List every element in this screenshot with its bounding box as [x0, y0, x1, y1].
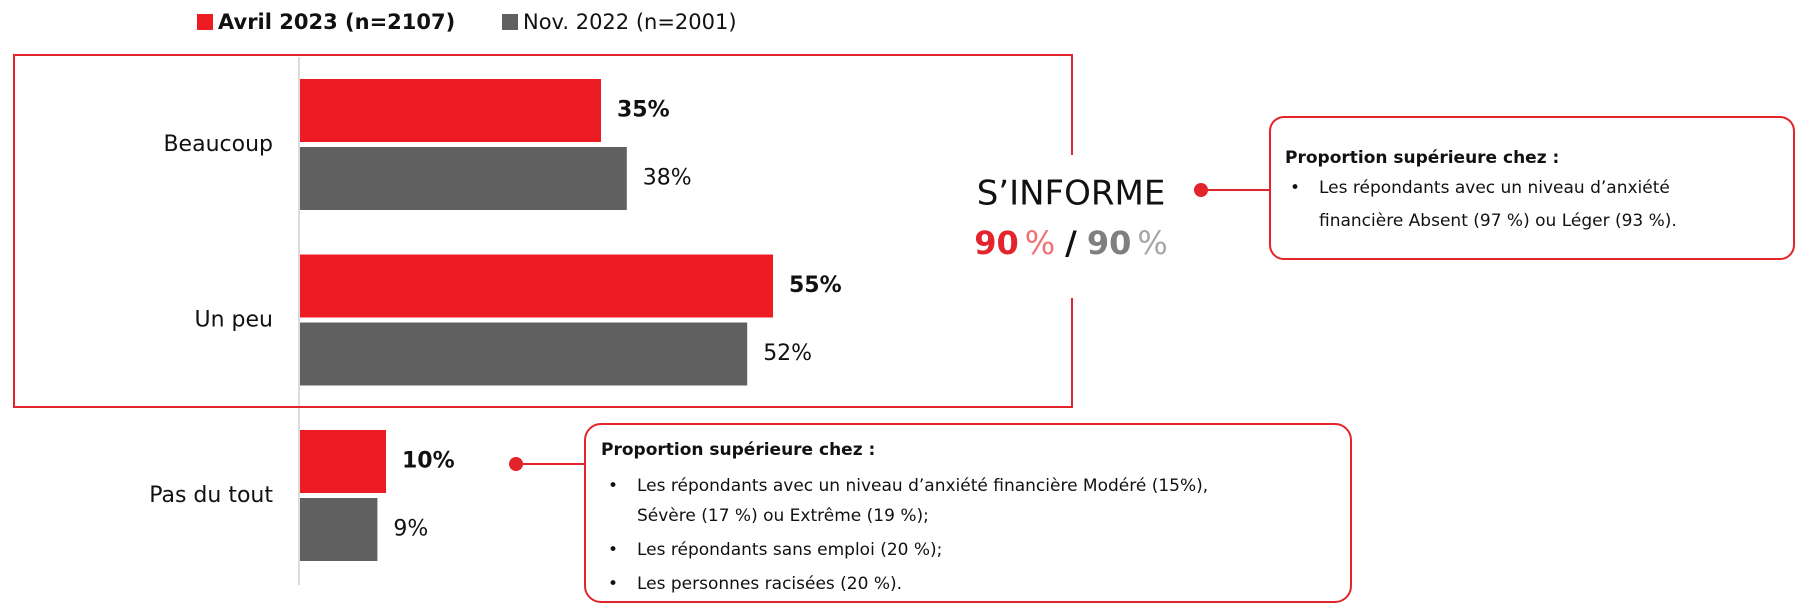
callout-item: financière Absent (97 %) ou Léger (93 %)…: [1319, 211, 1677, 231]
callout-item: Sévère (17 %) ou Extrême (19 %);: [637, 506, 929, 526]
legend-label: Nov. 2022 (n=2001): [523, 10, 737, 34]
callout-title: Proportion supérieure chez :: [1285, 148, 1559, 168]
bar: [300, 322, 748, 386]
bar: [300, 430, 386, 493]
legend-swatch: [502, 14, 518, 30]
value-label: 35%: [617, 98, 670, 123]
bar: [300, 79, 601, 142]
summary-unit: %: [1025, 224, 1055, 262]
category-label: Pas du tout: [149, 483, 273, 508]
summary-current: 90: [974, 224, 1019, 262]
callout-item: Les répondants avec un niveau d’anxiété …: [637, 476, 1208, 496]
callout-title: Proportion supérieure chez :: [601, 440, 875, 460]
legend-swatch: [197, 14, 213, 30]
callout-item: Les répondants sans emploi (20 %);: [637, 540, 942, 560]
value-label: 9%: [393, 517, 428, 542]
category-label: Beaucoup: [163, 132, 273, 157]
value-label: 38%: [643, 166, 692, 191]
callout-item: Les répondants avec un niveau d’anxiété: [1319, 178, 1670, 198]
value-label: 52%: [763, 341, 812, 366]
bar: [300, 498, 378, 561]
legend-label: Avril 2023 (n=2107): [218, 10, 455, 34]
bullet: •: [608, 540, 618, 560]
bullet: •: [608, 476, 618, 496]
bullet: •: [1290, 178, 1300, 198]
callout-box: [1269, 116, 1795, 260]
highlight-frame: [13, 54, 1073, 408]
bar: [300, 147, 627, 210]
bullet: •: [608, 574, 618, 594]
summary-title: S’INFORME: [977, 174, 1166, 214]
summary-values: 90% / 90%: [974, 224, 1168, 262]
category-label: Un peu: [195, 308, 273, 333]
value-label: 55%: [789, 273, 842, 298]
value-label: 10%: [402, 449, 455, 474]
bar: [300, 254, 773, 318]
summary-separator: /: [1065, 224, 1077, 262]
callout-box: [584, 423, 1352, 603]
summary-unit: %: [1137, 224, 1167, 262]
callout-item: Les personnes racisées (20 %).: [637, 574, 902, 594]
summary-previous: 90: [1087, 224, 1132, 262]
